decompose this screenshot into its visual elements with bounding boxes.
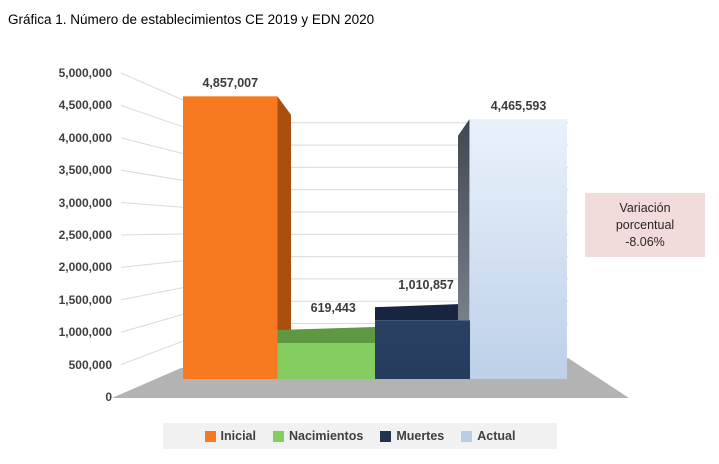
value-label-muertes: 1,010,857: [398, 278, 454, 293]
legend-item-nacimientos: Nacimientos: [272, 429, 364, 443]
legend-swatch-icon: [380, 430, 392, 442]
legend-item-actual: Actual: [461, 429, 515, 443]
legend-item-muertes: Muertes: [380, 429, 444, 443]
annotation-line-3: -8.06%: [625, 234, 665, 249]
y-axis-tick-label: 0: [105, 390, 112, 404]
y-axis-tick-label: 1,500,000: [58, 292, 112, 307]
legend-item-inicial: Inicial: [204, 429, 256, 443]
bar-actual-side-face: [458, 119, 470, 321]
value-label-inicial: 4,857,007: [202, 76, 259, 91]
y-axis-tick-label: 2,500,000: [58, 228, 112, 242]
legend-swatch-icon: [461, 430, 473, 442]
legend-swatch-icon: [204, 430, 216, 442]
value-label-nacimientos: 619,443: [310, 300, 356, 315]
bar-muertes: [375, 304, 470, 379]
annotation-line-2: porcentual: [615, 217, 675, 232]
chart-title: Gráfica 1. Número de establecimientos CE…: [8, 12, 375, 27]
bar-nacimientos: [277, 326, 375, 379]
bar-inicial: [183, 96, 291, 379]
y-axis-tick-label: 500,000: [68, 357, 112, 372]
value-label-actual: 4,465,593: [490, 99, 547, 114]
y-axis-tick-label: 4,500,000: [58, 98, 112, 113]
y-axis-tick-label: 2,000,000: [58, 260, 112, 275]
y-axis-tick-label: 5,000,000: [58, 66, 112, 80]
variation-annotation-box: Variación porcentual -8.06%: [585, 193, 705, 257]
legend-label: Inicial: [220, 429, 256, 443]
chart-legend: Inicial Nacimientos Muertes Actual: [163, 423, 557, 449]
y-axis-tick-label: 3,500,000: [58, 163, 112, 178]
y-axis-tick-label: 1,000,000: [58, 325, 112, 340]
annotation-line-1: Variación: [619, 200, 671, 215]
y-axis-tick-label: 3,000,000: [58, 195, 112, 210]
legend-swatch-icon: [272, 430, 284, 442]
legend-label: Actual: [477, 429, 516, 443]
y-axis-tick-label: 4,000,000: [58, 130, 112, 145]
legend-label: Muertes: [396, 429, 445, 443]
bar-actual: [470, 119, 567, 380]
legend-label: Nacimientos: [288, 429, 364, 443]
